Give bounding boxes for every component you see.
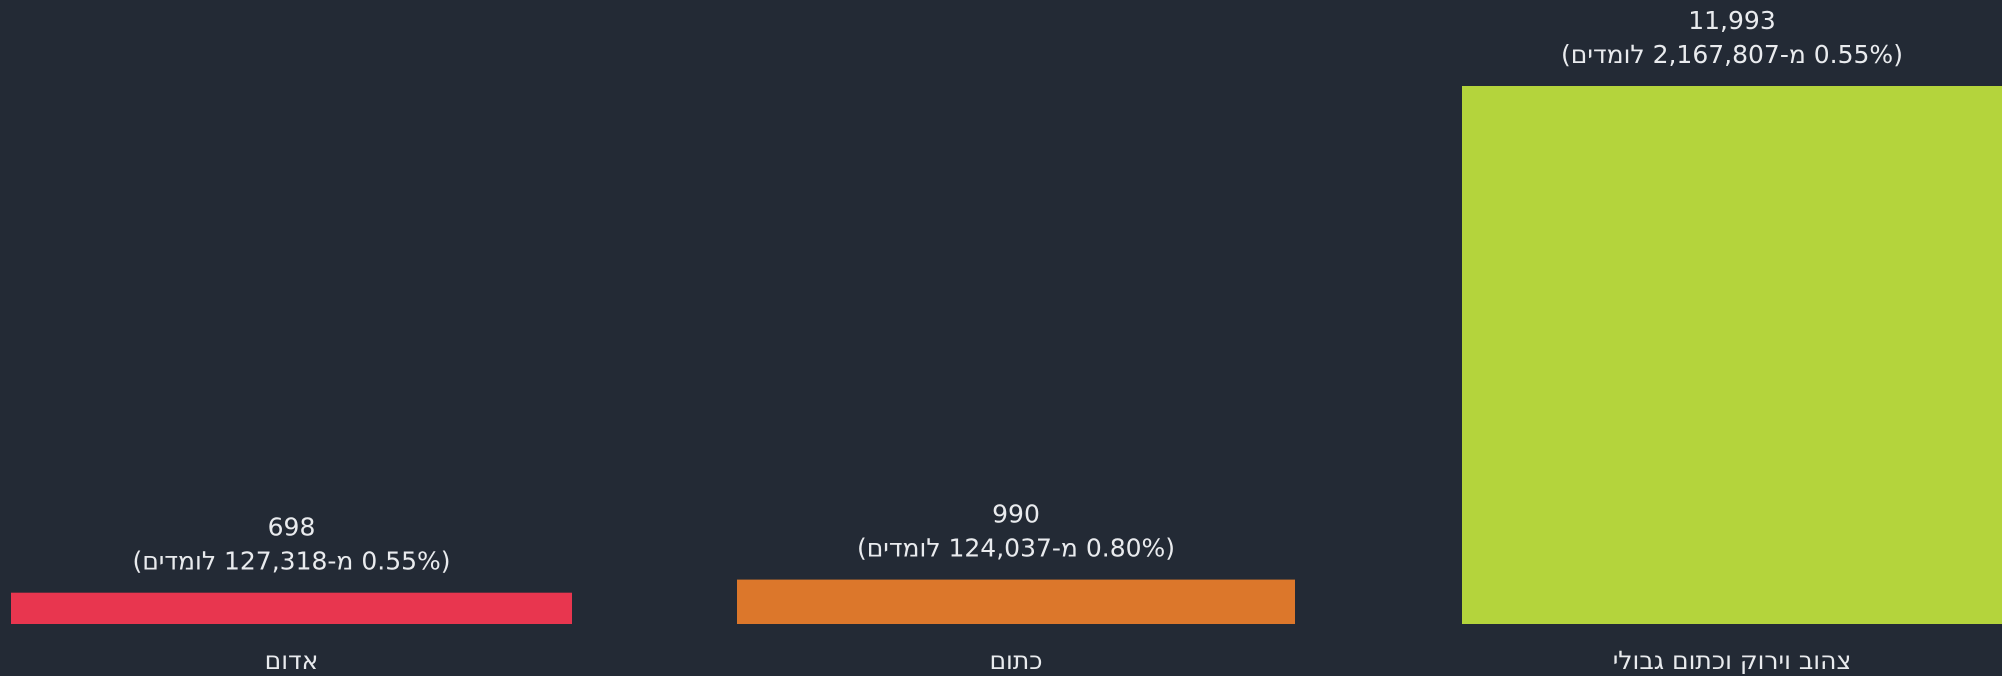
value-label: 990 [992, 500, 1040, 529]
annotation: (0.80% מ-124,037 לומדים) [857, 534, 1175, 563]
value-label: 698 [268, 513, 316, 542]
annotation: (0.55% מ-2,167,807 לומדים) [1561, 40, 1903, 69]
value-label: 11,993 [1688, 6, 1775, 35]
annotation: (0.55% מ-127,318 לומדים) [132, 547, 450, 576]
category-label: צהוב וירוק וכתום גבולי [1613, 646, 1852, 675]
bar [11, 592, 572, 624]
bar [1462, 86, 2002, 624]
category-label: כתום [989, 646, 1042, 675]
category-label: אדום [265, 646, 319, 675]
bar [737, 579, 1295, 624]
